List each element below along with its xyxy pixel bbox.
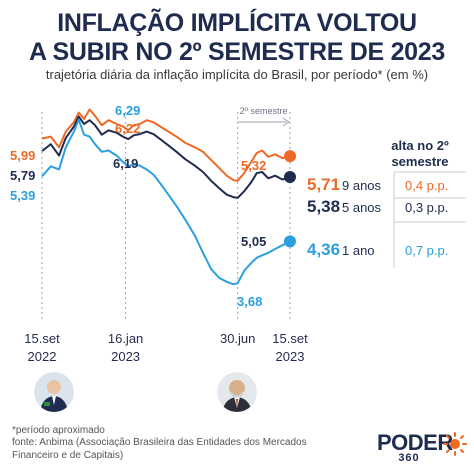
series-line-1	[41, 108, 291, 182]
x-tick-label: 15.set	[24, 331, 60, 346]
x-tick-label: 16.jan	[108, 331, 143, 346]
series-start-label: 5,39	[10, 188, 35, 203]
period-arrow-head	[282, 117, 290, 127]
x-tick-year-label: 2022	[28, 349, 57, 364]
period-label: 2º semestre	[240, 106, 288, 116]
series-increase: 0,7 p.p.	[405, 243, 448, 258]
x-tick-year-label: 2023	[111, 349, 140, 364]
series-end-label: 5,38	[307, 197, 340, 216]
increase-header-line-1: alta no 2º	[391, 138, 449, 153]
series-name: 1 ano	[342, 243, 375, 258]
sun-icon	[443, 432, 467, 456]
logo-text: PODER	[377, 430, 453, 455]
chart-subtitle: trajetória diária da inflação implícita …	[45, 67, 429, 82]
annotation-label: 3,68	[237, 294, 262, 309]
series-end-dot-3	[284, 235, 296, 248]
series-name: 5 anos	[342, 200, 382, 215]
annotation-label: 6,29	[115, 103, 140, 118]
portrait-photo-right	[217, 372, 257, 412]
x-tick-year-label: 2023	[276, 349, 305, 364]
chart-title-line-2: A SUBIR NO 2º SEMESTRE DE 2023	[29, 38, 445, 66]
series-start-label: 5,99	[10, 148, 35, 163]
portrait-photo-left	[34, 372, 74, 412]
series-increase: 0,4 p.p.	[405, 178, 448, 193]
series-start-label: 5,79	[10, 168, 35, 183]
source-line-1: fonte: Anbima (Associação Brasileira das…	[12, 437, 307, 448]
annotation-label: 6,19	[113, 156, 138, 171]
annotation-label: 5,05	[241, 234, 266, 249]
series-end-dot-1	[284, 150, 296, 163]
annotation-label: 6,22	[115, 121, 140, 136]
poder360-logo: PODER 360	[377, 430, 453, 464]
footnote-period: *período aproximado	[12, 425, 105, 436]
series-end-dot-2	[284, 171, 296, 184]
annotation-label: 5,32	[241, 158, 266, 173]
x-tick-label: 30.jun	[220, 331, 255, 346]
series-end-label: 4,36	[307, 240, 340, 259]
series-end-label: 5,71	[307, 175, 340, 194]
series-line-2	[41, 115, 291, 199]
increase-header-line-2: semestre	[391, 154, 448, 169]
logo-sub-text: 360	[398, 452, 420, 464]
source-line-2: Financeiro e de Capitais)	[12, 450, 124, 461]
series-line-3	[41, 118, 291, 286]
chart-title-line-1: INFLAÇÃO IMPLÍCITA VOLTOU	[57, 9, 417, 37]
series-name: 9 anos	[342, 178, 382, 193]
series-increase: 0,3 p.p.	[405, 200, 448, 215]
x-tick-label: 15.set	[272, 331, 308, 346]
